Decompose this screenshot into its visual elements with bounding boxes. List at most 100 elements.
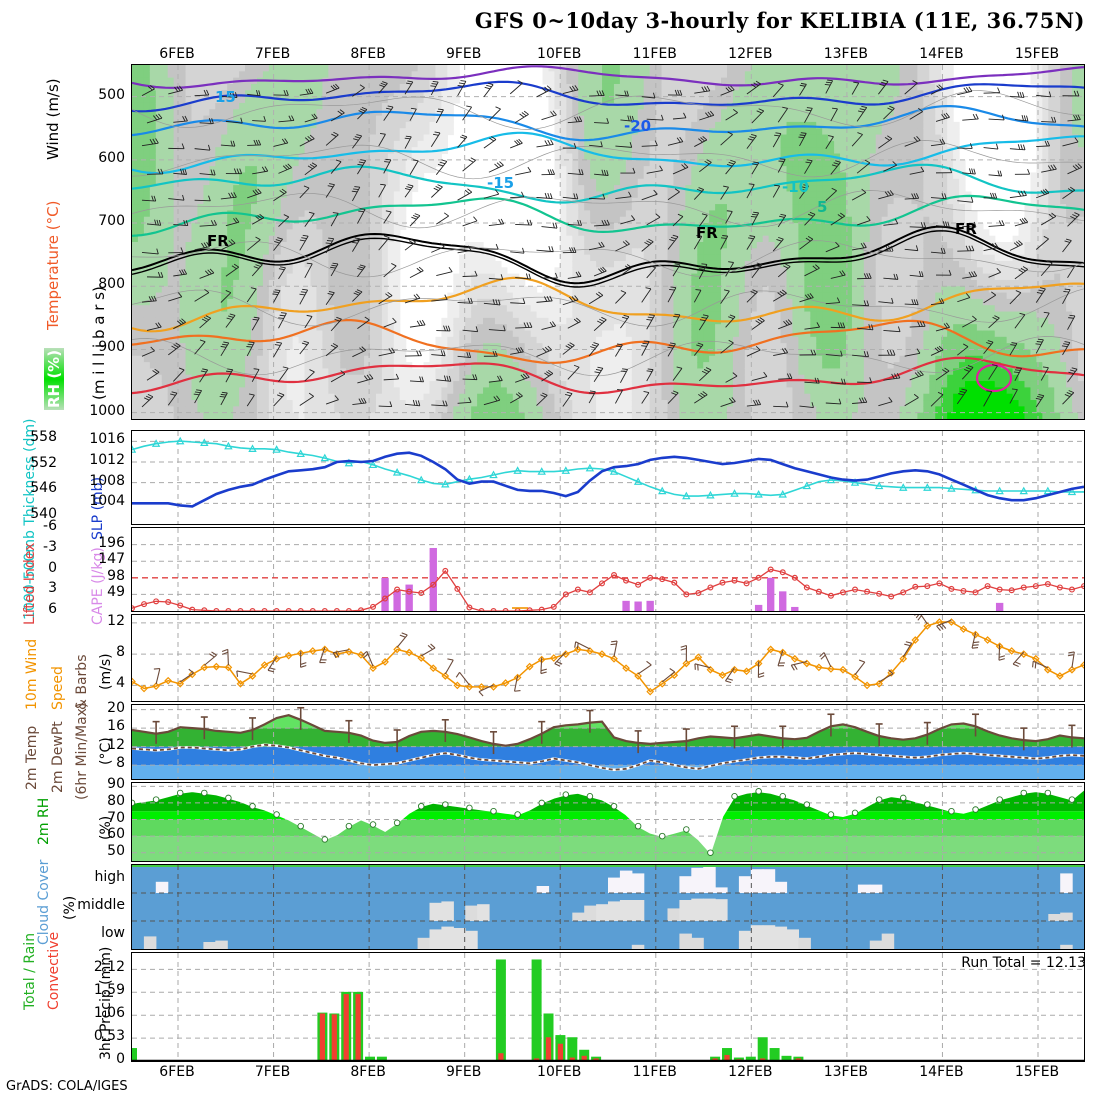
wind10m-label-a: 10m Wind [24,638,40,710]
axis-label-precip-total: Total / Rain [22,933,38,1010]
ytick-temp2m-16: 16 [107,718,125,735]
date-label-top-6FEB: 6FEB [159,46,195,62]
panel-upper-air[interactable] [131,64,1085,420]
date-label-top-13FEB: 13FEB [823,46,869,62]
date-label-bottom-15FEB: 15FEB [1014,1064,1060,1080]
ytick-li--3: -3 [43,538,57,555]
cloud-row-label-middle: middle [77,897,125,913]
ytick-upper-800: 800 [98,276,125,293]
cloud-cover-plot [132,865,1084,949]
date-label-top-8FEB: 8FEB [350,46,386,62]
ytick-slp-1012: 1012 [89,452,125,468]
ytick-slp-1004: 1004 [89,493,125,510]
ytick-temp2m-8: 8 [116,755,125,772]
ytick-wind10m-12: 12 [107,612,125,629]
page-title: GFS 0~10day 3-hourly for KELIBIA (11E, 3… [474,8,1085,33]
ytick-precip-1.06: 1.06 [93,1005,125,1022]
ytick-cape-49: 49 [107,584,125,601]
axis-label-dewpt2m: 2m DewPt [50,721,66,793]
date-label-bottom-8FEB: 8FEB [350,1064,386,1080]
date-label-bottom-13FEB: 13FEB [823,1064,869,1080]
grads-credit: GrADS: COLA/IGES [6,1079,128,1094]
temp2m-plot [132,705,1084,779]
ytick-rh2m-80: 80 [107,792,125,809]
run-total-label: Run Total = 12.13 [961,955,1086,971]
ytick-slp-1016: 1016 [89,431,125,448]
date-label-top-12FEB: 12FEB [728,46,773,62]
rh-legend-swatch: RH (%) [44,347,64,410]
ytick-cape-98: 98 [107,567,125,584]
contour-label-1: -15 [487,174,515,192]
date-label-top-14FEB: 14FEB [919,46,964,62]
date-label-top-9FEB: 9FEB [445,46,482,62]
ytick-rh2m-70: 70 [107,809,125,826]
ytick-upper-500: 500 [98,86,125,103]
temp2m-label-b: 2m DewPt [50,721,66,793]
contour-label-2: -20 [624,117,652,135]
contour-label-6: FR [696,224,718,242]
axis-label-wind10m-speed: Speed [50,666,66,710]
cloud-row-label-high: high [94,869,125,885]
wind10m-plot [132,615,1084,701]
date-label-bottom-9FEB: 9FEB [445,1064,482,1080]
ytick-temp2m-12: 12 [107,736,125,753]
ytick-upper-600: 600 [98,149,125,166]
precip-total-label: Total / Rain [22,932,38,1010]
panel-rh2m[interactable] [131,782,1085,862]
contour-label-4: 5 [817,198,828,216]
ytick-thickness-540: 540 [30,505,57,522]
slp-thickness-plot [132,431,1084,524]
date-label-bottom-7FEB: 7FEB [254,1064,291,1080]
ytick-precip-0: 0 [116,1051,125,1067]
ytick-thickness-546: 546 [30,480,57,497]
rh2m-plot [132,783,1084,861]
axis-label-wind10m: 10m Wind [24,639,40,710]
ytick-upper-900: 900 [98,339,125,356]
date-label-bottom-14FEB: 14FEB [919,1064,964,1080]
ytick-precip-2.12: 2.12 [93,959,125,976]
ytick-rh2m-60: 60 [107,826,125,843]
wind10m-label-b: Speed [50,666,66,710]
ytick-li-6: 6 [48,601,57,617]
ytick-precip-1.59: 1.59 [93,982,125,999]
ytick-temp2m-20: 20 [107,699,125,716]
ytick-thickness-558: 558 [30,429,57,446]
ytick-cape-147: 147 [98,551,125,568]
date-label-top-11FEB: 11FEB [632,46,677,62]
ytick-li--6: -6 [43,518,57,534]
ytick-precip-0.53: 0.53 [93,1028,125,1045]
axis-label-precip-conv: Convective [46,932,62,1010]
temp2m-label-a: 2m Temp [24,725,40,790]
panel-slp-thickness[interactable] [131,430,1085,525]
ytick-li-0: 0 [48,559,57,576]
ytick-rh2m-90: 90 [107,776,125,793]
ytick-cape-196: 196 [98,534,125,551]
upper-air-plot [132,65,1084,419]
axis-label-wind-upper: Wind (m/s) [44,78,62,160]
panel-cloud-cover[interactable] [131,864,1085,950]
precip-plot [132,953,1084,1061]
panel-cape-li[interactable] [131,527,1085,612]
contour-label-3: -10 [782,178,810,196]
cloud-row-label-low: low [101,925,125,941]
ytick-wind10m-4: 4 [116,675,125,692]
contour-label-5: FR [207,232,229,250]
contour-label-7: FR [955,220,977,238]
panel-wind10m[interactable] [131,614,1085,702]
cape-li-plot [132,528,1084,611]
panel-precip[interactable] [131,952,1085,1062]
date-label-bottom-10FEB: 10FEB [537,1064,582,1080]
axis-label-temp2m: 2m Temp [24,726,40,790]
rh2m-label: 2m RH [36,797,52,845]
date-label-bottom-12FEB: 12FEB [728,1064,773,1080]
ytick-upper-700: 700 [98,213,125,230]
panel-temp2m[interactable] [131,704,1085,780]
date-label-bottom-6FEB: 6FEB [159,1064,195,1080]
date-label-top-10FEB: 10FEB [537,46,582,62]
date-label-top-15FEB: 15FEB [1014,46,1060,62]
date-label-bottom-11FEB: 11FEB [632,1064,677,1080]
axis-label-rh2m: 2m RH [36,798,52,845]
ytick-rh2m-50: 50 [107,842,125,859]
axis-label-temperature-upper: Temperature (°C) [44,200,62,330]
